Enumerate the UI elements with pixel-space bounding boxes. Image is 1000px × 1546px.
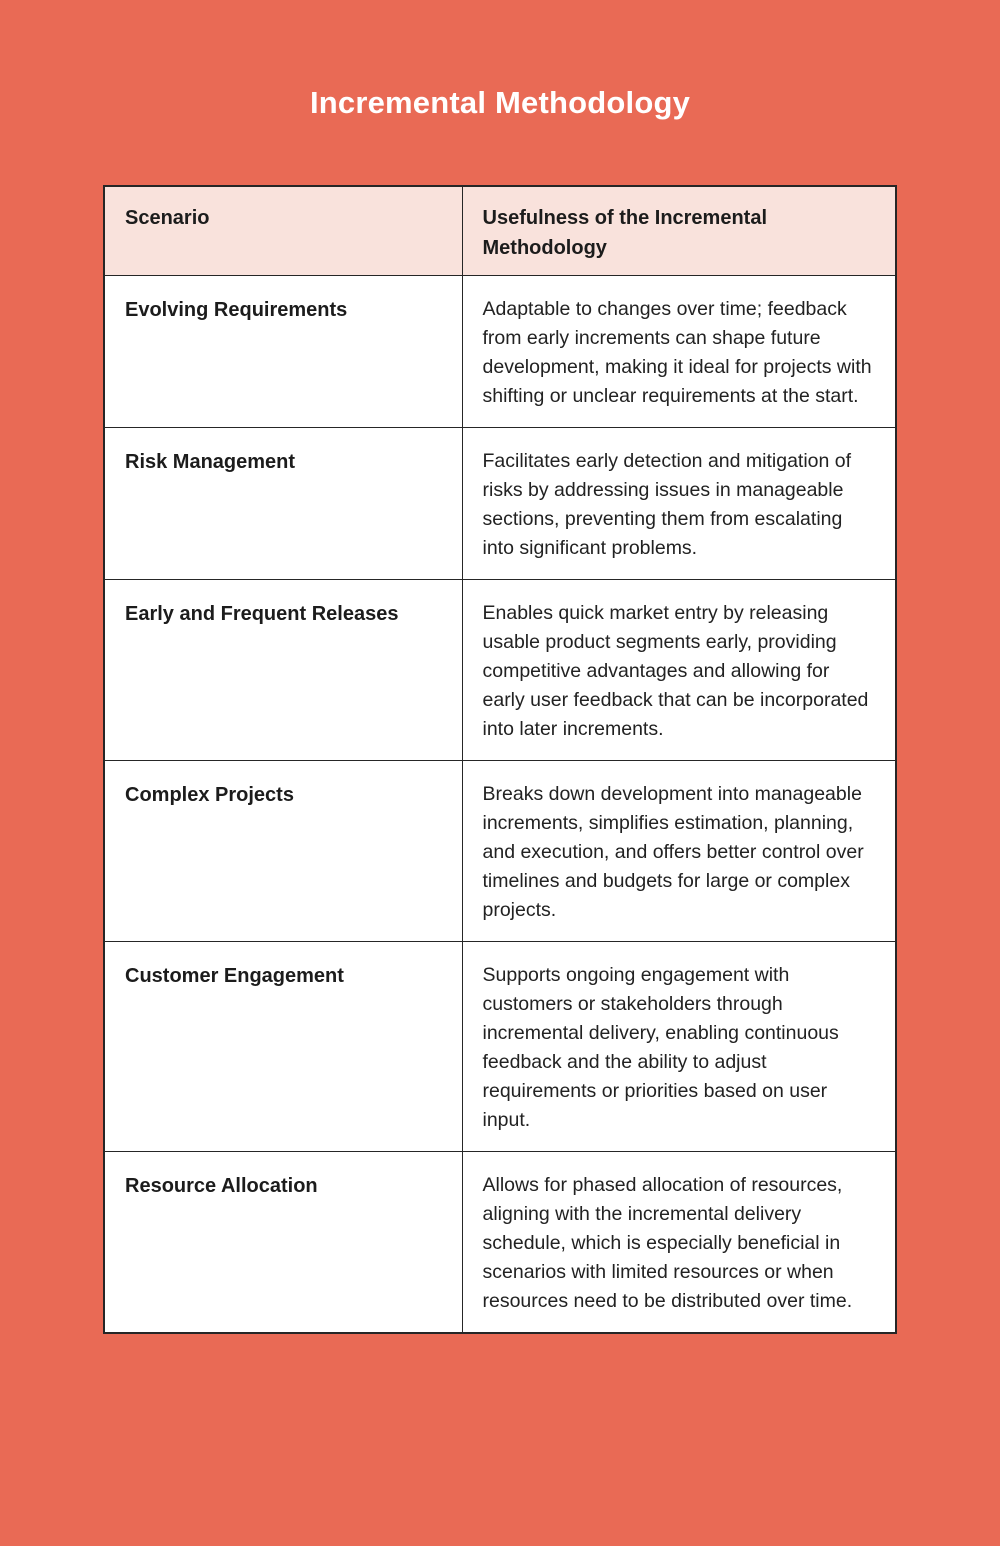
- page-title: Incremental Methodology: [309, 85, 691, 120]
- table-row: Customer Engagement Supports ongoing eng…: [103, 941, 897, 1152]
- scenario-cell: Evolving Requirements: [103, 275, 463, 428]
- scenario-cell: Risk Management: [103, 427, 463, 580]
- usefulness-cell: Adaptable to changes over time; feedback…: [461, 275, 897, 428]
- column-header-scenario: Scenario: [103, 185, 463, 276]
- table-row: Early and Frequent Releases Enables quic…: [103, 579, 897, 761]
- table-row: Risk Management Facilitates early detect…: [103, 427, 897, 580]
- scenario-cell: Early and Frequent Releases: [103, 579, 463, 761]
- scenario-cell: Complex Projects: [103, 760, 463, 942]
- incremental-methodology-table: Scenario Usefulness of the Incremental M…: [103, 185, 897, 1334]
- scenario-cell: Customer Engagement: [103, 941, 463, 1152]
- usefulness-cell: Allows for phased allocation of resource…: [461, 1151, 897, 1334]
- table-body: Evolving Requirements Adaptable to chang…: [103, 275, 897, 1334]
- table-row: Complex Projects Breaks down development…: [103, 760, 897, 942]
- usefulness-cell: Enables quick market entry by releasing …: [461, 579, 897, 761]
- usefulness-cell: Facilitates early detection and mitigati…: [461, 427, 897, 580]
- header-row: Scenario Usefulness of the Incremental M…: [103, 185, 897, 276]
- usefulness-cell: Supports ongoing engagement with custome…: [461, 941, 897, 1152]
- usefulness-cell: Breaks down development into manageable …: [461, 760, 897, 942]
- table-row: Resource Allocation Allows for phased al…: [103, 1151, 897, 1334]
- table-header: Scenario Usefulness of the Incremental M…: [103, 185, 897, 276]
- table-row: Evolving Requirements Adaptable to chang…: [103, 275, 897, 428]
- scenario-cell: Resource Allocation: [103, 1151, 463, 1334]
- column-header-usefulness: Usefulness of the Incremental Methodolog…: [461, 185, 897, 276]
